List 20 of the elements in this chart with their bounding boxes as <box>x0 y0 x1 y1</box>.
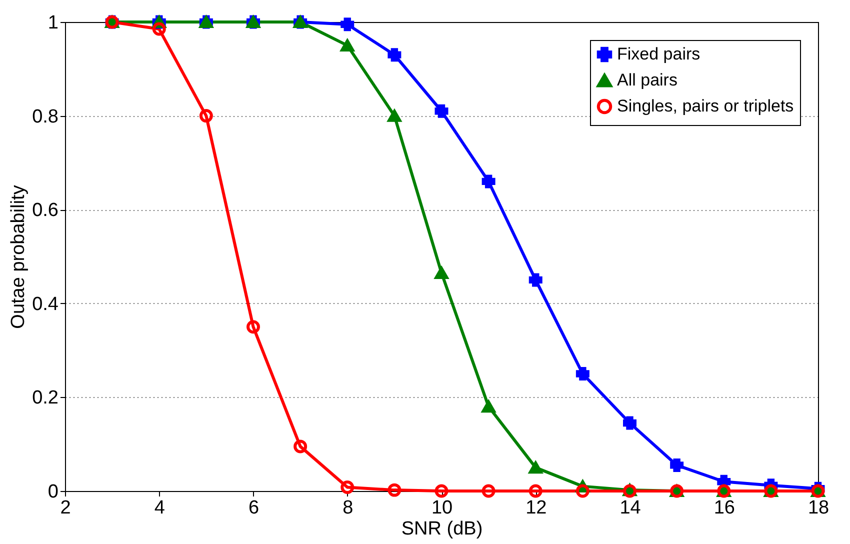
legend-label: All pairs <box>617 70 678 90</box>
y-tick-label: 0.8 <box>32 106 58 128</box>
x-tick-label: 14 <box>620 498 642 518</box>
x-tick-label: 6 <box>248 498 260 518</box>
y-tick-label: 1 <box>48 12 58 34</box>
x-tick-label: 4 <box>154 498 166 518</box>
x-tick-label: 8 <box>342 498 354 518</box>
y-tick-label: 0.4 <box>32 294 59 315</box>
y-axis-title: Outae probability <box>8 184 30 329</box>
y-tick-label: 0.6 <box>32 200 58 222</box>
y-tick-label: 0.2 <box>32 388 58 409</box>
y-tick-label: 0 <box>48 482 58 502</box>
x-tick-label: 10 <box>431 498 453 518</box>
x-tick-label: 12 <box>526 498 547 518</box>
x-tick-label: 18 <box>808 498 830 518</box>
x-axis-title: SNR (dB) <box>401 518 483 540</box>
legend-label: Fixed pairs <box>617 44 700 64</box>
legend-label: Singles, pairs or triplets <box>617 96 794 116</box>
x-tick-label: 2 <box>60 498 71 518</box>
x-tick-label: 16 <box>714 498 735 518</box>
